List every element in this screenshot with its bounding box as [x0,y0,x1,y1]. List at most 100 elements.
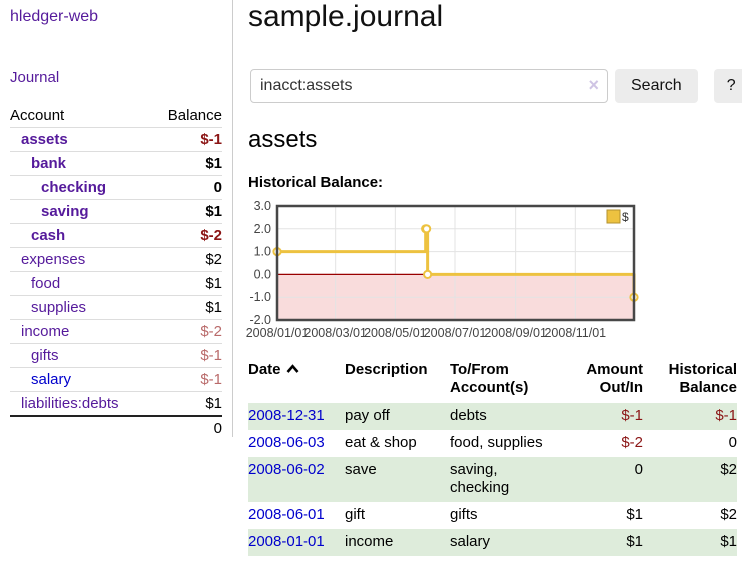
account-link[interactable]: salary [31,371,72,388]
account-balance: $-1 [142,127,222,152]
svg-text:0.0: 0.0 [254,267,271,281]
svg-text:2008/05/01: 2008/05/01 [364,326,427,340]
account-row: saving $1 [10,199,222,224]
transaction-amount: $-2 [621,434,643,451]
account-link[interactable]: checking [41,179,107,196]
transaction-description: save [345,457,450,502]
register-table: Date Description To/From Account(s) Amou… [248,358,737,556]
register-header-description: Description [345,361,428,378]
account-row: bank $1 [10,151,222,176]
svg-text:-2.0: -2.0 [249,313,271,327]
register-header-amount: Amount Out/In [586,361,643,396]
register-row: 2008-06-02 save saving, checking 0 $2 [248,457,737,502]
search-input[interactable] [250,69,608,103]
account-link[interactable]: food [31,275,61,292]
svg-text:2.0: 2.0 [254,222,271,236]
account-balance: $1 [142,391,222,416]
transaction-balance: $2 [643,457,737,502]
account-heading: assets [248,126,318,153]
svg-text:2008/11/01: 2008/11/01 [544,326,606,340]
account-balance: $-1 [142,367,222,392]
account-link[interactable]: cash [31,227,66,244]
transaction-date-link[interactable]: 2008-06-02 [248,461,325,478]
help-button[interactable]: ? [713,69,742,103]
historical-balance-chart: $3.0 2.0 1.0 0.0 -1.0 -2.0 2008/01/01 2008/03/0… [246,199,742,348]
transaction-date-link[interactable]: 2008-06-01 [248,506,325,523]
accounts-total-row: 0 [10,415,222,440]
register-row: 2008-01-01 income salary $1 $1 [248,529,737,556]
register-table-header: Date Description To/From Account(s) Amou… [248,358,737,403]
transaction-date-link[interactable]: 2008-12-31 [248,407,325,424]
accounts-table-header: Account Balance [10,104,222,128]
account-link[interactable]: assets [21,131,68,148]
transaction-description: income [345,529,450,556]
account-link[interactable]: liabilities:debts [21,395,119,412]
account-row: assets $-1 [10,127,222,152]
account-link[interactable]: gifts [31,347,59,364]
search-bar: × Search ? [250,69,742,103]
account-row: cash $-2 [10,223,222,248]
account-row: liabilities:debts $1 [10,391,222,416]
sort-ascending-icon [286,361,299,379]
transaction-accounts: saving, checking [450,457,565,502]
transaction-date-link[interactable]: 2008-06-03 [248,434,325,451]
account-link[interactable]: expenses [21,251,86,268]
transaction-amount: $1 [565,529,643,556]
chart-title: Historical Balance: [248,174,384,191]
account-row: food $1 [10,271,222,296]
transaction-description: gift [345,506,366,523]
transaction-amount: $1 [626,506,643,523]
account-row: salary $-1 [10,367,222,392]
transaction-amount: $-1 [565,403,643,430]
transaction-balance: $-1 [643,403,737,430]
svg-text:3.0: 3.0 [254,199,271,213]
account-balance: $1 [142,271,222,296]
account-row: expenses $2 [10,247,222,272]
transaction-date-link[interactable]: 2008-01-01 [248,533,325,550]
svg-text:2008/07/01: 2008/07/01 [424,326,487,340]
sidebar: hledger-web Journal Account Balance asse… [0,0,233,440]
main-content: sample.journal × Search ? assets Histori… [246,0,742,582]
transaction-description: eat & shop [345,434,417,451]
account-balance: $-1 [142,343,222,368]
account-balance: $-2 [142,319,222,344]
account-row: supplies $1 [10,295,222,320]
account-row: income $-2 [10,319,222,344]
accounts-header-balance: Balance [167,107,222,124]
svg-text:-1.0: -1.0 [249,290,271,304]
register-row: 2008-12-31 pay off debts $-1 $-1 [248,403,737,430]
sidebar-item-journal[interactable]: Journal [10,69,60,86]
account-link[interactable]: supplies [31,299,87,316]
svg-text:2008/03/01: 2008/03/01 [304,326,367,340]
accounts-table: Account Balance assets $-1 bank $1 checking 0… [10,104,222,440]
register-row: 2008-06-01 gift gifts $1 $2 [248,502,737,529]
clear-search-icon[interactable]: × [588,75,599,95]
search-button[interactable]: Search [615,69,698,103]
accounts-header-account: Account [10,107,65,124]
register-header-date[interactable]: Date [248,358,345,403]
accounts-total-balance: 0 [142,415,222,440]
account-balance: $-2 [142,223,222,248]
svg-text:1.0: 1.0 [254,245,271,259]
transaction-description: pay off [345,403,450,430]
account-link[interactable]: bank [31,155,67,172]
account-link[interactable]: saving [41,203,89,220]
app-title-link[interactable]: hledger-web [10,8,99,25]
transaction-balance: 0 [728,434,737,451]
transaction-balance: $2 [720,506,737,523]
register-row: 2008-06-03 eat & shop food, supplies $-2 0 [248,430,737,457]
transaction-amount: 0 [565,457,643,502]
account-link[interactable]: income [21,323,70,340]
accounts-table-body: assets $-1 bank $1 checking 0 saving $1 cash $-2 e… [10,127,222,416]
account-balance: $1 [142,199,222,224]
transaction-balance: $1 [643,529,737,556]
transaction-accounts: debts [450,403,565,430]
account-balance: $1 [142,295,222,320]
svg-text:$: $ [622,210,629,224]
register-table-body: 2008-12-31 pay off debts $-1 $-1 2008-06-03 ea… [248,403,737,556]
account-row: gifts $-1 [10,343,222,368]
register-header-balance: Historical Balance [668,361,737,396]
transaction-accounts: gifts [450,506,478,523]
register-header-accounts: To/From Account(s) [450,361,529,396]
svg-text:2008/01/01: 2008/01/01 [246,326,309,340]
